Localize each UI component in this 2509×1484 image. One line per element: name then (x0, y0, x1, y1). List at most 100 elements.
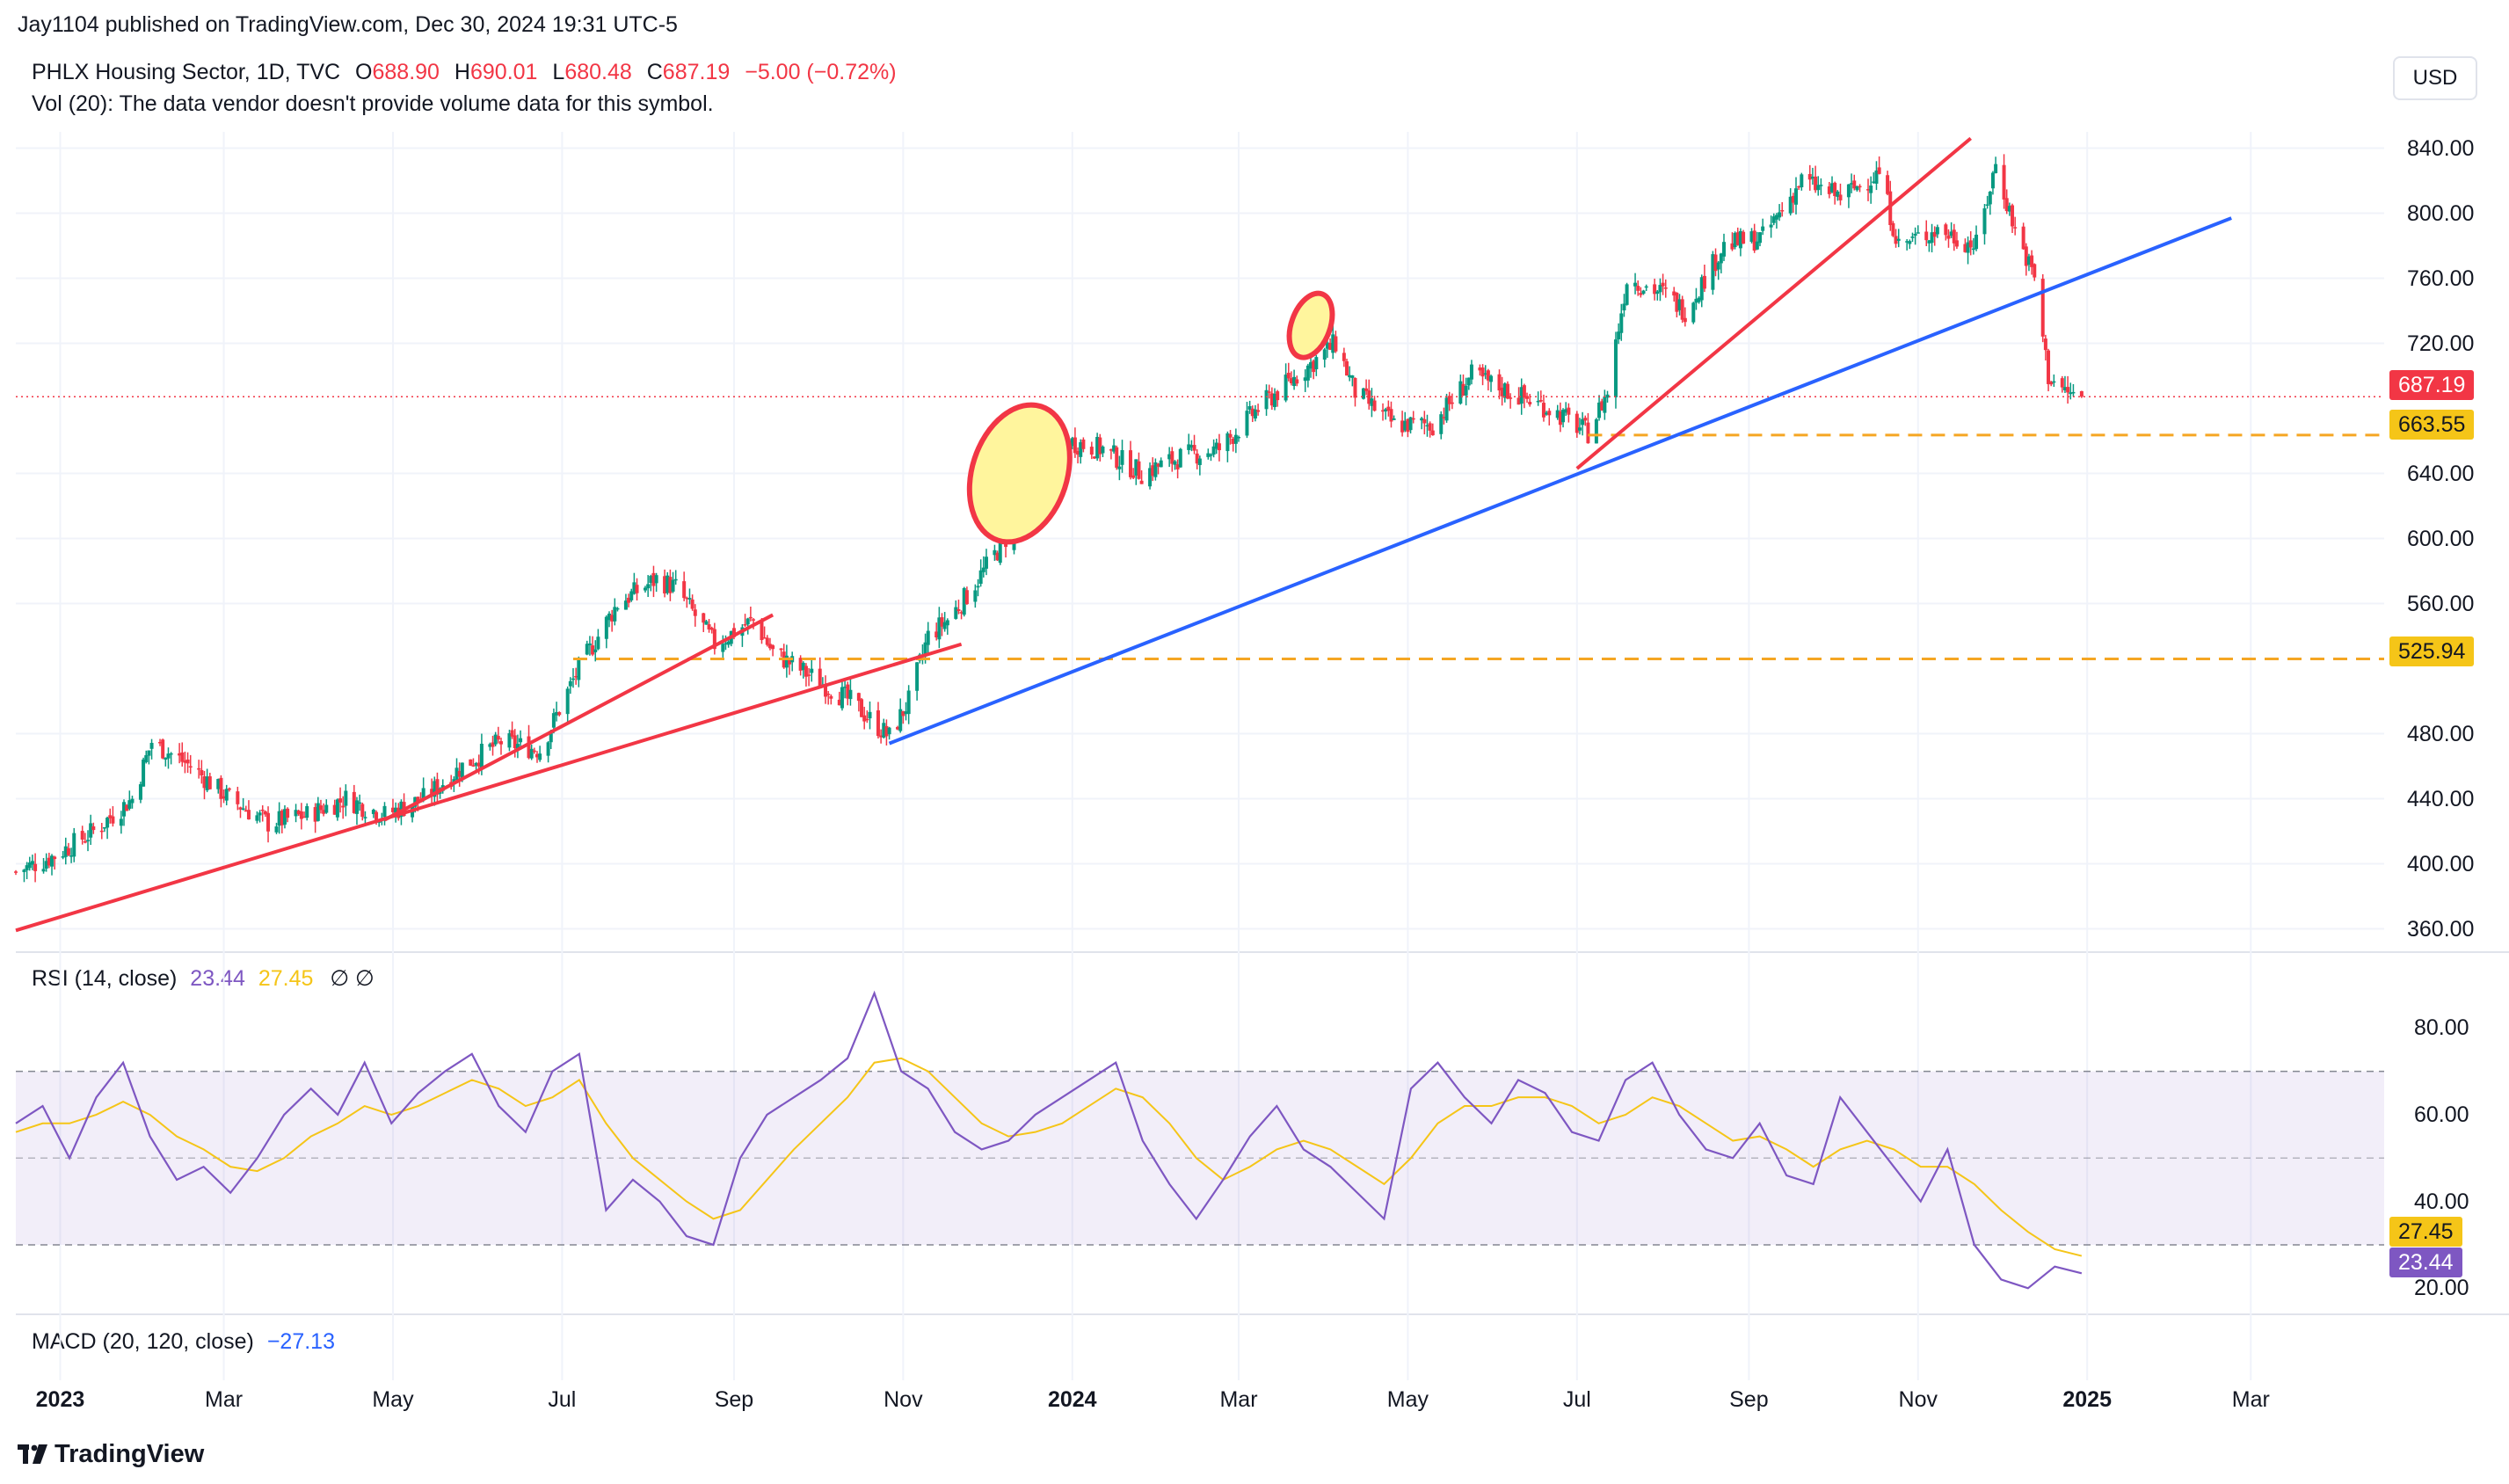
candle-body (1641, 290, 1646, 295)
candle-body (940, 617, 944, 627)
candle-body (1519, 387, 1524, 404)
candle-body (1888, 191, 1893, 226)
candle-body (1694, 298, 1698, 303)
candle-body (260, 809, 265, 811)
candle-body (1677, 299, 1682, 310)
candle-body (848, 689, 853, 700)
candle-body (22, 869, 26, 872)
candle-body (976, 586, 980, 588)
candle-body (1622, 303, 1626, 311)
candle-body (1331, 334, 1335, 353)
candle-body (86, 840, 91, 841)
candle-body (30, 861, 34, 865)
candle-body (72, 833, 76, 857)
candle-body (1420, 418, 1424, 421)
price-legend: PHLX Housing Sector, 1D, TVC O688.90 H69… (32, 60, 897, 84)
candle-body (1384, 409, 1388, 411)
candle-body (904, 711, 908, 715)
candle-body (142, 759, 146, 787)
candle-body (246, 810, 251, 820)
candle-body (644, 587, 648, 591)
candle-body (2024, 246, 2028, 266)
candle-body (1564, 409, 1568, 413)
candle-body (435, 779, 440, 795)
candle-body (99, 830, 104, 833)
candle-body (615, 607, 620, 610)
candle-body (613, 607, 617, 622)
candle-body (1312, 360, 1316, 373)
pane-divider-macd[interactable] (16, 1313, 2509, 1315)
candle-body (1348, 375, 1352, 378)
candle-body (277, 811, 281, 826)
candle-body (1944, 224, 1948, 236)
candle-body (469, 759, 473, 766)
candle-body (1711, 254, 1715, 290)
candle-body (111, 816, 115, 824)
candle-body (1098, 437, 1102, 455)
time-tick-label: Jul (1562, 1387, 1591, 1412)
candle-body (493, 734, 498, 745)
candle-body (216, 779, 221, 789)
candle-body (1148, 468, 1153, 487)
candle-body (1869, 186, 1873, 193)
candle-body (1733, 232, 1737, 248)
rsi-tick-label: 40.00 (2414, 1189, 2469, 1214)
candle-body (2011, 205, 2015, 227)
candle-body (2066, 387, 2070, 393)
candle-body (1910, 236, 1915, 238)
candle-body (1112, 445, 1116, 452)
candle-body (41, 869, 46, 872)
candle-body (1131, 475, 1136, 478)
candle-body (1079, 442, 1083, 457)
candle-body (130, 798, 135, 804)
rsi-tick-label: 20.00 (2414, 1276, 2469, 1301)
time-tick-label: Nov (884, 1387, 923, 1412)
currency-button[interactable]: USD (2393, 56, 2477, 100)
macd-label[interactable]: MACD (20, 120, close) (32, 1329, 254, 1354)
brand-logo[interactable]: TradingView (18, 1440, 204, 1469)
candle-body (1502, 383, 1507, 398)
candle-body (1985, 204, 1989, 207)
candle-body (1522, 385, 1526, 398)
candle-body (1769, 224, 1773, 228)
candle-body (302, 816, 307, 818)
symbol-label[interactable]: PHLX Housing Sector, 1D, TVC (32, 60, 341, 84)
candle-body (1206, 453, 1211, 457)
candle-body (984, 556, 988, 569)
price-tick-label: 600.00 (2407, 526, 2475, 551)
candle-body (200, 769, 204, 776)
candle-body (788, 658, 792, 665)
price-tick-label: 440.00 (2407, 786, 2475, 811)
candle-body (840, 687, 844, 709)
candle-body (1480, 367, 1485, 377)
candle-body (629, 591, 634, 600)
candle-body (1788, 196, 1793, 214)
candle-body (166, 753, 171, 759)
candle-body (1852, 180, 1857, 189)
pane-divider-rsi[interactable] (16, 951, 2509, 953)
candle-body (1167, 454, 1172, 460)
candle-body (430, 789, 434, 797)
candle-body (1187, 444, 1191, 450)
rsi-label[interactable]: RSI (14, close) (32, 966, 178, 991)
candle-body (2021, 226, 2025, 250)
price-tick-label: 840.00 (2407, 135, 2475, 161)
candle-body (61, 856, 65, 858)
candle-body (1076, 450, 1080, 455)
candle-body (2002, 164, 2006, 200)
candle-body (515, 744, 520, 750)
candle-body (1178, 448, 1182, 468)
candle-body (1361, 388, 1365, 399)
candle-body (479, 743, 484, 768)
candle-body (460, 762, 464, 781)
trendline-blue (888, 216, 2232, 746)
candle-body (1273, 393, 1277, 407)
candle-body (1639, 293, 1643, 295)
candle-body (1749, 231, 1754, 243)
candle-body (1225, 433, 1230, 452)
candle-body (1683, 317, 1687, 323)
last-price-tag: 687.19 (2389, 370, 2475, 400)
candle-body (180, 752, 185, 762)
candle-body (1600, 401, 1604, 411)
